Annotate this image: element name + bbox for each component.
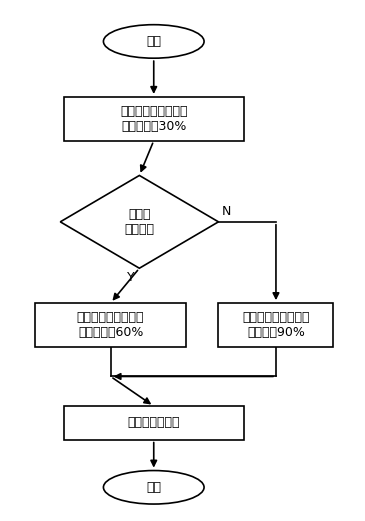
Text: 选择快充模式，且电
池电量充至60%: 选择快充模式，且电 池电量充至60%	[77, 311, 145, 339]
Polygon shape	[60, 176, 218, 268]
Ellipse shape	[103, 24, 204, 58]
FancyBboxPatch shape	[218, 303, 334, 347]
Text: 变电站巡检机器人电
池电量低于30%: 变电站巡检机器人电 池电量低于30%	[120, 105, 188, 133]
Text: 选择慢充模式，并将
电池充至90%: 选择慢充模式，并将 电池充至90%	[242, 311, 310, 339]
Text: N: N	[222, 205, 231, 218]
Text: 停止充电并巡检: 停止充电并巡检	[127, 416, 180, 429]
Text: Y: Y	[127, 271, 134, 284]
FancyBboxPatch shape	[64, 406, 243, 440]
Ellipse shape	[103, 470, 204, 504]
Text: 开始: 开始	[146, 35, 161, 48]
FancyBboxPatch shape	[64, 97, 243, 141]
Text: 是否为
特殊工况: 是否为 特殊工况	[124, 208, 154, 236]
Text: 结束: 结束	[146, 481, 161, 494]
FancyBboxPatch shape	[35, 303, 186, 347]
